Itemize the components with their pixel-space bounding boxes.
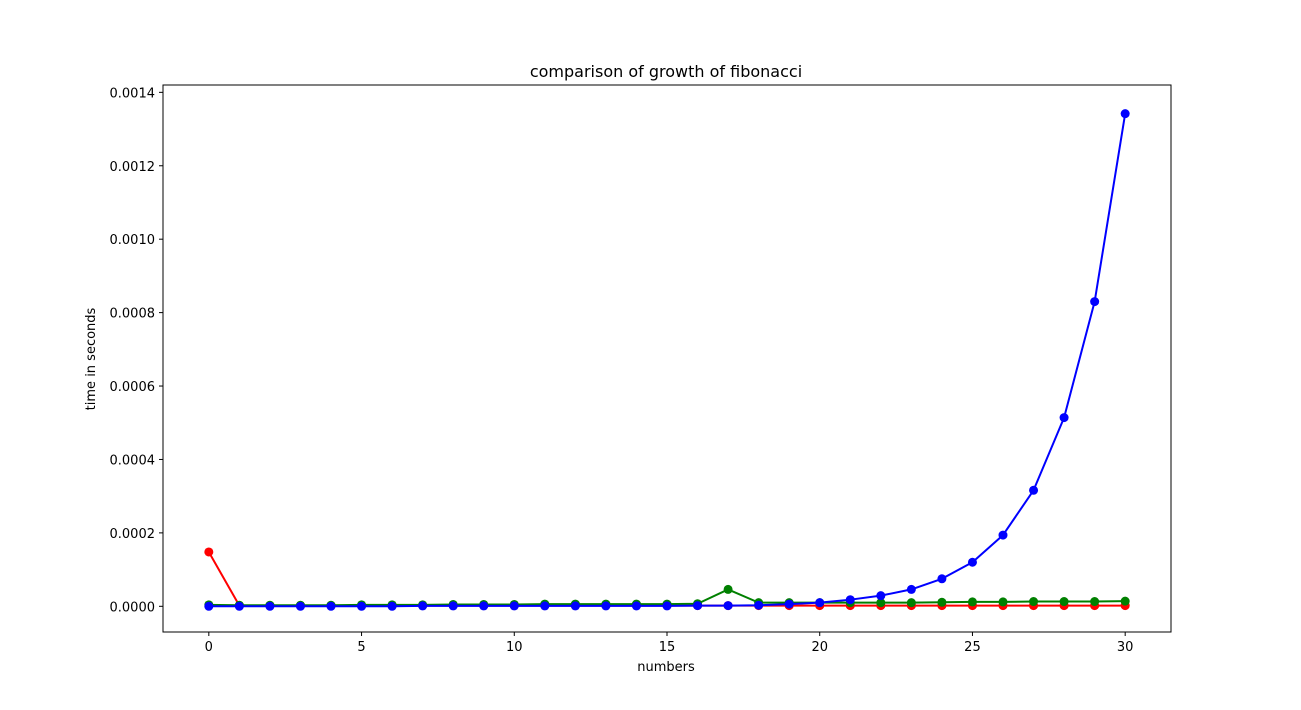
series-2	[204, 109, 1130, 611]
data-point	[876, 598, 886, 608]
data-point	[754, 600, 764, 610]
plot-area	[204, 109, 1130, 611]
series-line	[207, 551, 1126, 607]
y-tick-label: 0.0002	[110, 527, 156, 542]
data-point	[326, 601, 336, 611]
data-point	[1120, 596, 1130, 606]
x-tick-label: 20	[811, 640, 828, 655]
x-tick-label: 5	[357, 640, 365, 655]
data-point	[815, 598, 825, 608]
data-point	[265, 601, 275, 611]
data-point	[295, 601, 305, 611]
data-point	[387, 601, 397, 611]
data-point	[540, 601, 550, 611]
data-point	[1059, 597, 1069, 607]
x-tick-label: 30	[1117, 640, 1134, 655]
data-point	[723, 601, 733, 611]
x-axis-label: numbers	[637, 660, 695, 675]
data-point	[845, 595, 855, 605]
axes-frame	[162, 84, 1172, 633]
data-point	[204, 547, 214, 557]
data-point	[1090, 597, 1100, 607]
data-point	[693, 601, 703, 611]
data-point	[937, 574, 947, 584]
data-point	[1120, 109, 1130, 119]
series-line	[208, 113, 1127, 608]
data-point	[1090, 297, 1100, 307]
data-point	[204, 601, 214, 611]
y-tick-label: 0.0014	[110, 86, 156, 101]
data-point	[967, 557, 977, 567]
data-point	[906, 584, 916, 594]
y-tick-label: 0.0012	[110, 160, 156, 175]
data-point	[509, 601, 519, 611]
data-point	[357, 601, 367, 611]
x-tick-label: 0	[205, 640, 213, 655]
y-tick-label: 0.0010	[110, 233, 156, 248]
data-point	[601, 601, 611, 611]
y-tick-label: 0.0008	[110, 307, 156, 322]
data-point	[906, 598, 916, 608]
chart-title: comparison of growth of fibonacci	[530, 62, 802, 81]
data-point	[570, 601, 580, 611]
x-tick-label: 15	[659, 640, 676, 655]
data-point	[479, 601, 489, 611]
data-point	[998, 530, 1008, 540]
data-point	[631, 601, 641, 611]
x-tick-label: 10	[506, 640, 523, 655]
data-point	[662, 601, 672, 611]
y-tick-label: 0.0000	[110, 600, 156, 615]
data-point	[1029, 597, 1039, 607]
data-point	[876, 591, 886, 601]
data-point	[937, 597, 947, 607]
y-axis-label: time in seconds	[84, 307, 99, 410]
data-point	[723, 584, 733, 594]
x-axis: 0 5 10 15 20 25 30	[205, 632, 1134, 655]
y-tick-label: 0.0004	[110, 453, 156, 468]
data-point	[448, 601, 458, 611]
y-axis: 0.0000 0.0002 0.0004 0.0006 0.0008 0.0010 0.00…	[110, 86, 163, 615]
data-point	[998, 597, 1008, 607]
data-point	[967, 597, 977, 607]
data-point	[1059, 413, 1069, 423]
data-point	[418, 601, 428, 611]
data-point	[784, 599, 794, 609]
data-point	[1029, 485, 1039, 495]
x-tick-label: 25	[964, 640, 981, 655]
data-point	[234, 601, 244, 611]
y-tick-label: 0.0006	[110, 380, 156, 395]
